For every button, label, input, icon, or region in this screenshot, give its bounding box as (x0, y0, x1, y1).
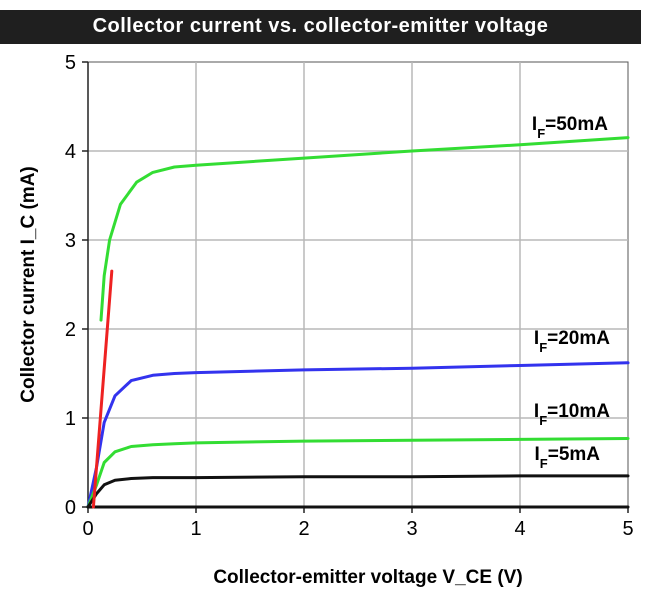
x-tick-label: 1 (190, 518, 201, 540)
x-tick-label: 0 (82, 518, 93, 540)
chart-title: Collector current vs. collector-emitter … (92, 15, 549, 37)
reference-line-5 (91, 269, 114, 509)
series-label: IF=20mA (534, 328, 610, 355)
x-tick-label: 3 (406, 518, 417, 540)
series-line-if10ma (86, 437, 630, 509)
y-tick-label: 4 (65, 141, 76, 163)
series-label: IF=50mA (532, 114, 608, 141)
series-line-if50ma (99, 136, 630, 322)
y-axis-label: Collector current I_C (mA) (18, 166, 39, 402)
y-tick-label: 0 (65, 497, 76, 519)
x-tick-label: 2 (298, 518, 309, 540)
y-tick-label: 2 (65, 319, 76, 341)
title-divider (0, 44, 641, 50)
x-tick-label: 5 (622, 518, 633, 540)
plot-frame (87, 61, 629, 508)
x-axis-label: Collector-emitter voltage V_CE (V) (213, 567, 522, 588)
series-line-if5ma (86, 474, 630, 509)
series-line-if20ma (86, 361, 630, 509)
series-label: IF=5mA (534, 444, 600, 471)
title-bar (0, 10, 641, 44)
series-label: IF=10mA (534, 401, 610, 428)
y-tick-label: 1 (65, 408, 76, 430)
y-tick-label: 3 (65, 230, 76, 252)
x-tick-label: 4 (514, 518, 525, 540)
y-tick-label: 5 (65, 52, 76, 74)
